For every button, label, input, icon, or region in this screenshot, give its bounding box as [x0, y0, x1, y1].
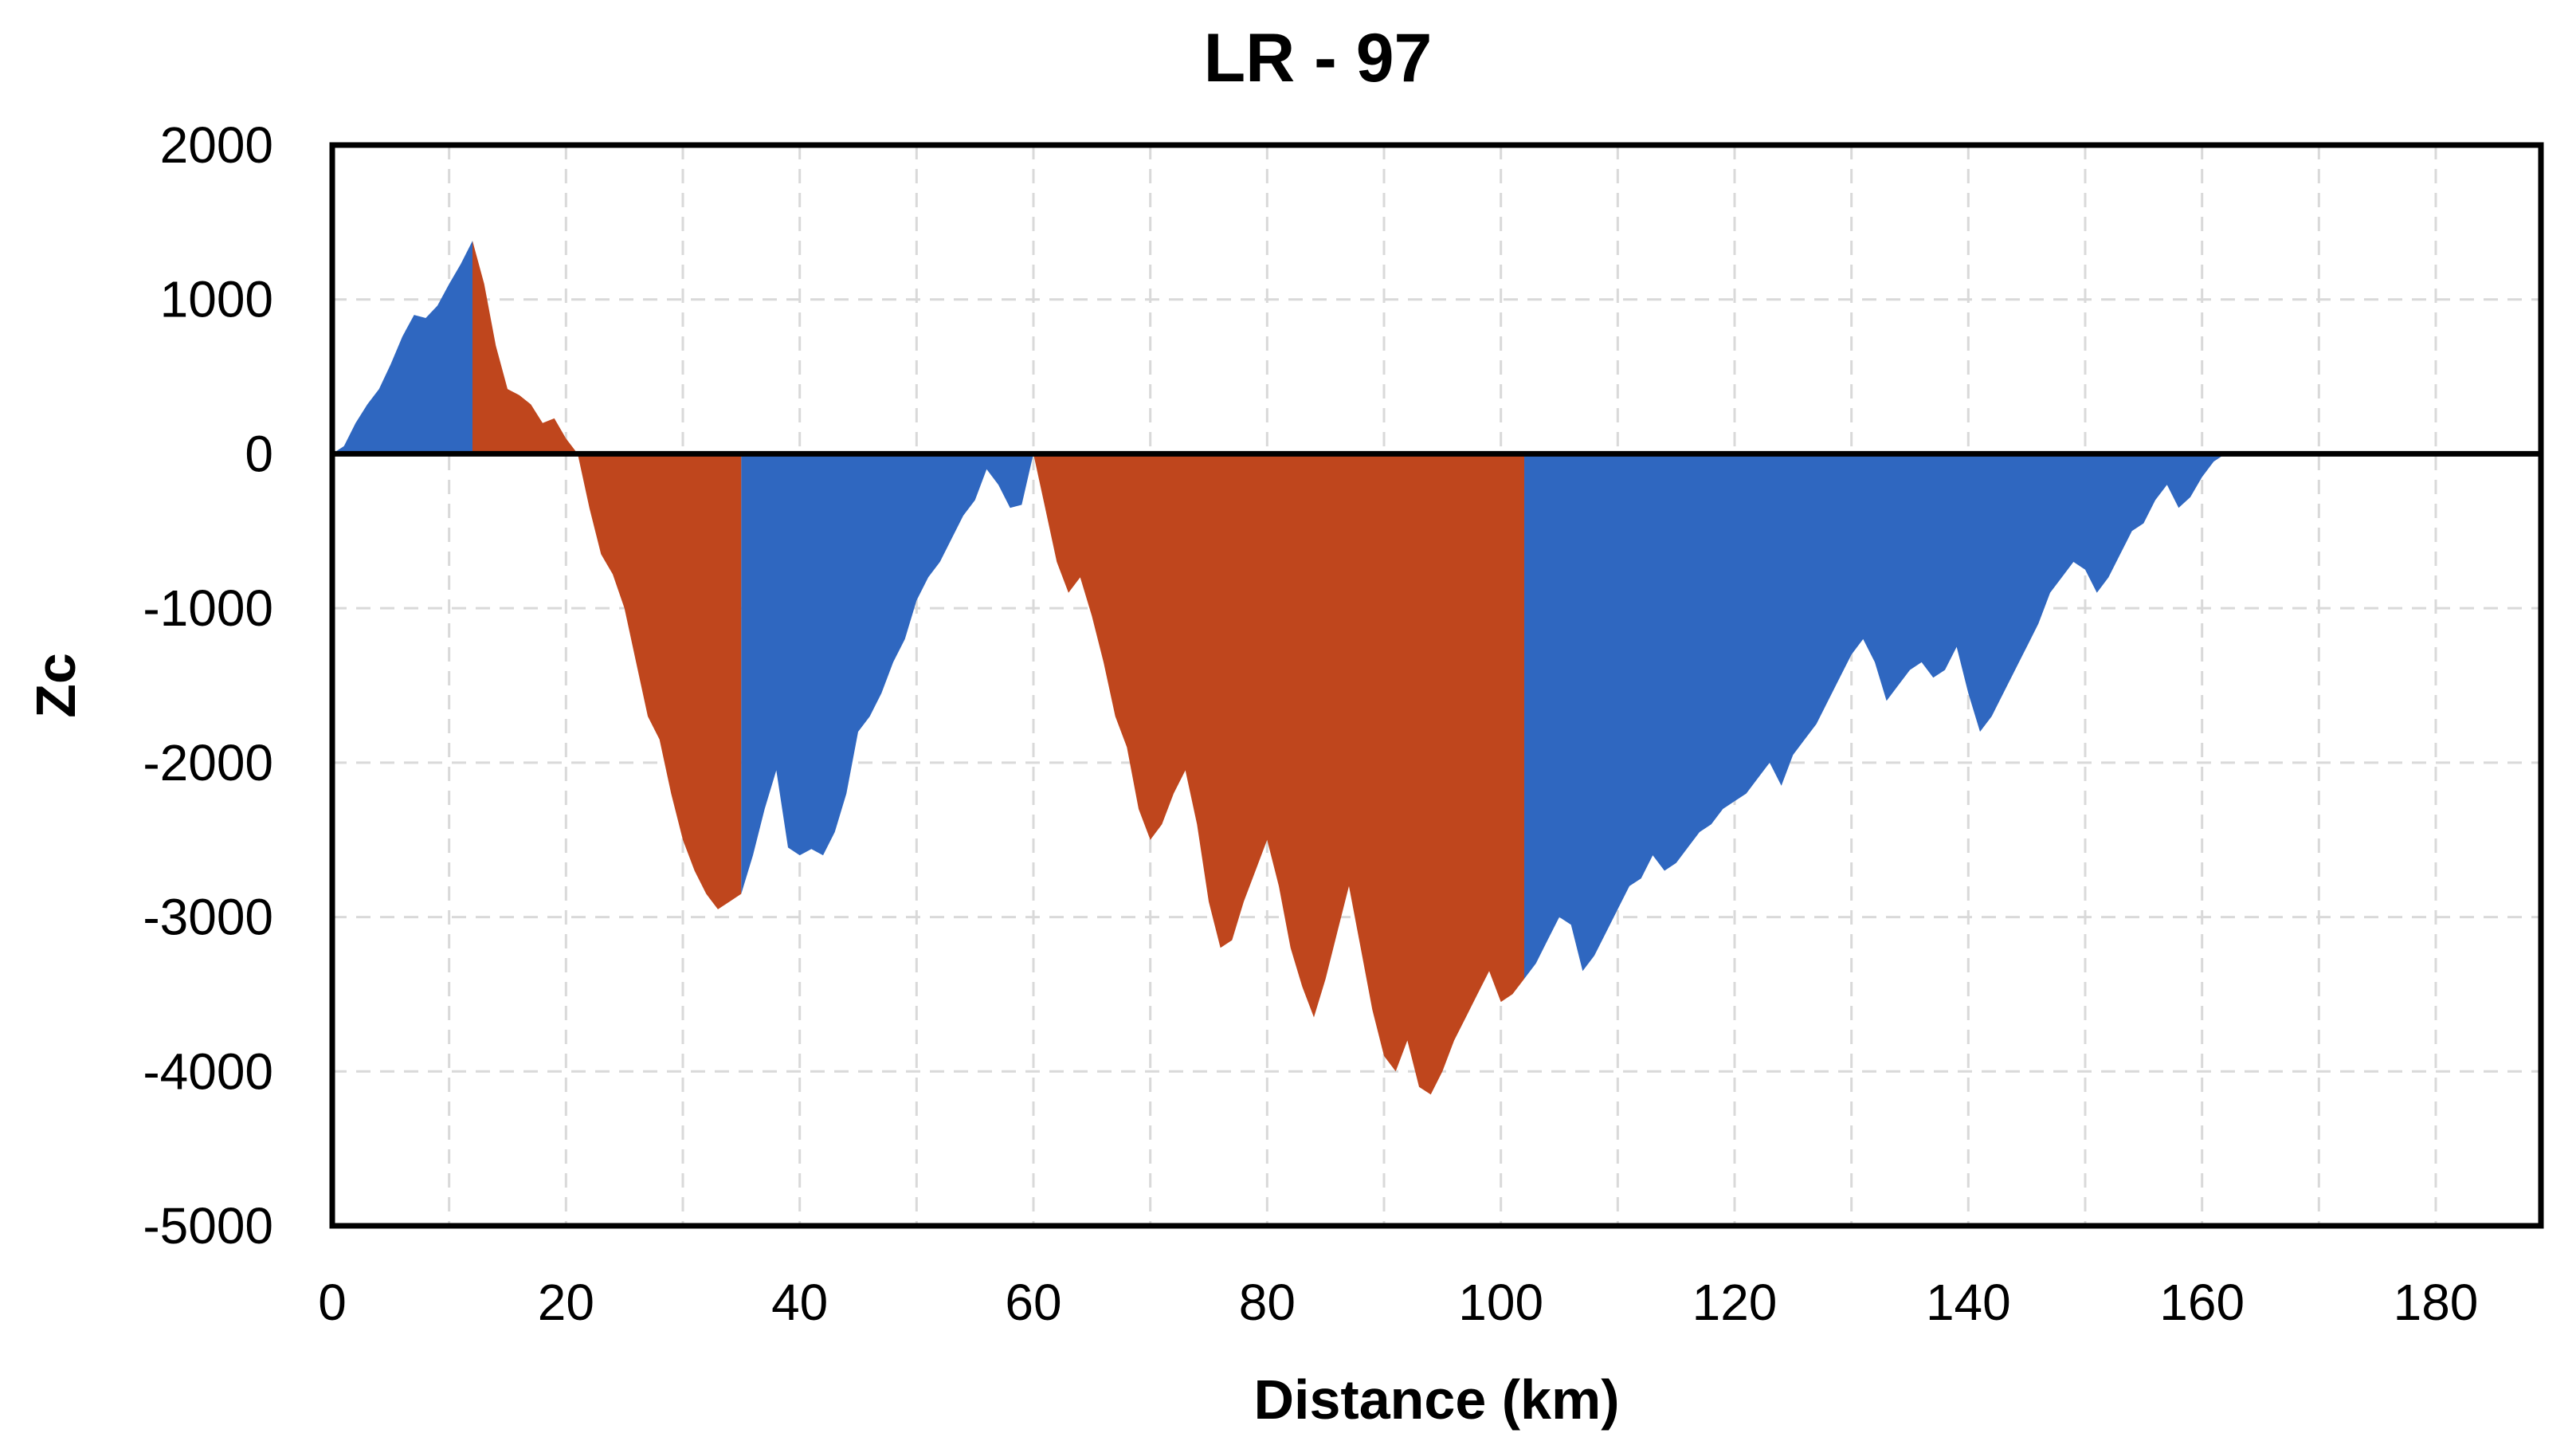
y-tick-label: -2000: [143, 734, 273, 791]
x-tick-label: 180: [2394, 1274, 2479, 1331]
area-segment-blue: [1524, 454, 2225, 980]
area-segment-orange: [472, 241, 742, 909]
area-series: [332, 241, 2225, 1095]
x-tick-label: 60: [1005, 1274, 1061, 1331]
y-tick-label: -3000: [143, 889, 273, 946]
x-tick-label: 100: [1458, 1274, 1543, 1331]
y-tick-label: -5000: [143, 1197, 273, 1255]
y-axis-label: Zc: [25, 653, 87, 718]
area-segment-blue: [741, 454, 1033, 894]
x-tick-label: 120: [1692, 1274, 1778, 1331]
x-tick-label: 20: [538, 1274, 594, 1331]
plot-frame: [329, 142, 2544, 1229]
x-axis-label: Distance (km): [1253, 1368, 1619, 1431]
y-tick-label: 1000: [160, 271, 273, 328]
x-tick-label: 80: [1239, 1274, 1296, 1331]
x-tick-label: 160: [2159, 1274, 2245, 1331]
y-tick-label: 0: [245, 425, 273, 482]
area-segment-orange: [1033, 454, 1524, 1095]
x-tick-label: 140: [1926, 1274, 2011, 1331]
x-tick-label: 40: [771, 1274, 828, 1331]
y-tick-labels: 2000 1000 0 -1000 -2000 -3000 -4000 -5000: [143, 116, 273, 1255]
area-segment-blue: [332, 241, 472, 454]
x-tick-labels: 0 20 40 60 80 100 120 140 160 180: [318, 1274, 2478, 1331]
x-tick-label: 0: [318, 1274, 347, 1331]
y-tick-label: 2000: [160, 116, 273, 174]
chart-title: LR - 97: [1204, 20, 1433, 96]
y-tick-label: -4000: [143, 1043, 273, 1100]
y-tick-label: -1000: [143, 579, 273, 637]
